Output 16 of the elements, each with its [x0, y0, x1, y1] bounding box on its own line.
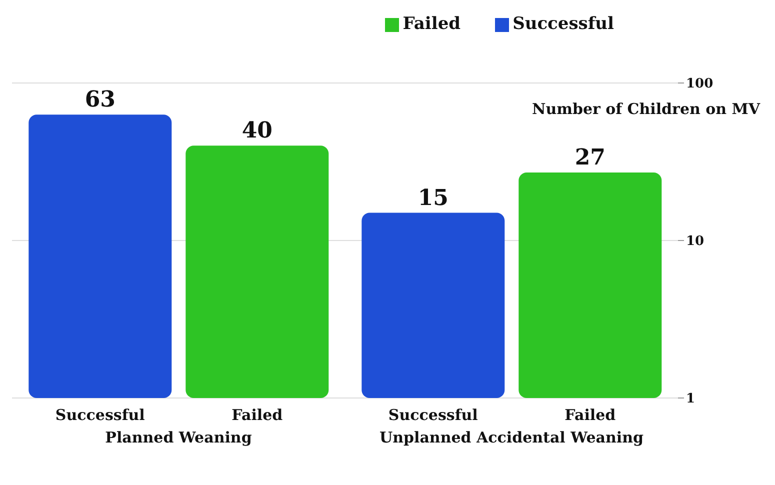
- y-tick-label: 1: [686, 392, 696, 407]
- y-axis-title: Number of Children on MV: [532, 100, 760, 118]
- data-label: 27: [574, 144, 606, 171]
- y-tick-label: 100: [686, 76, 714, 92]
- x-tick-label: Unplanned Accidental Weaning: [380, 428, 644, 447]
- data-label: 40: [242, 118, 272, 144]
- legend-label: Failed: [402, 14, 461, 34]
- legend-label: Successful: [512, 14, 614, 34]
- text: Successful: [55, 406, 145, 424]
- data-label: 15: [418, 184, 448, 211]
- text: Successful: [388, 406, 478, 424]
- text: Failed: [564, 406, 616, 424]
- data-label: 63: [84, 86, 116, 113]
- x-tick-label: Planned Weaning: [105, 428, 252, 447]
- y-tick-label: 10: [686, 234, 704, 250]
- text: Failed: [232, 406, 283, 424]
